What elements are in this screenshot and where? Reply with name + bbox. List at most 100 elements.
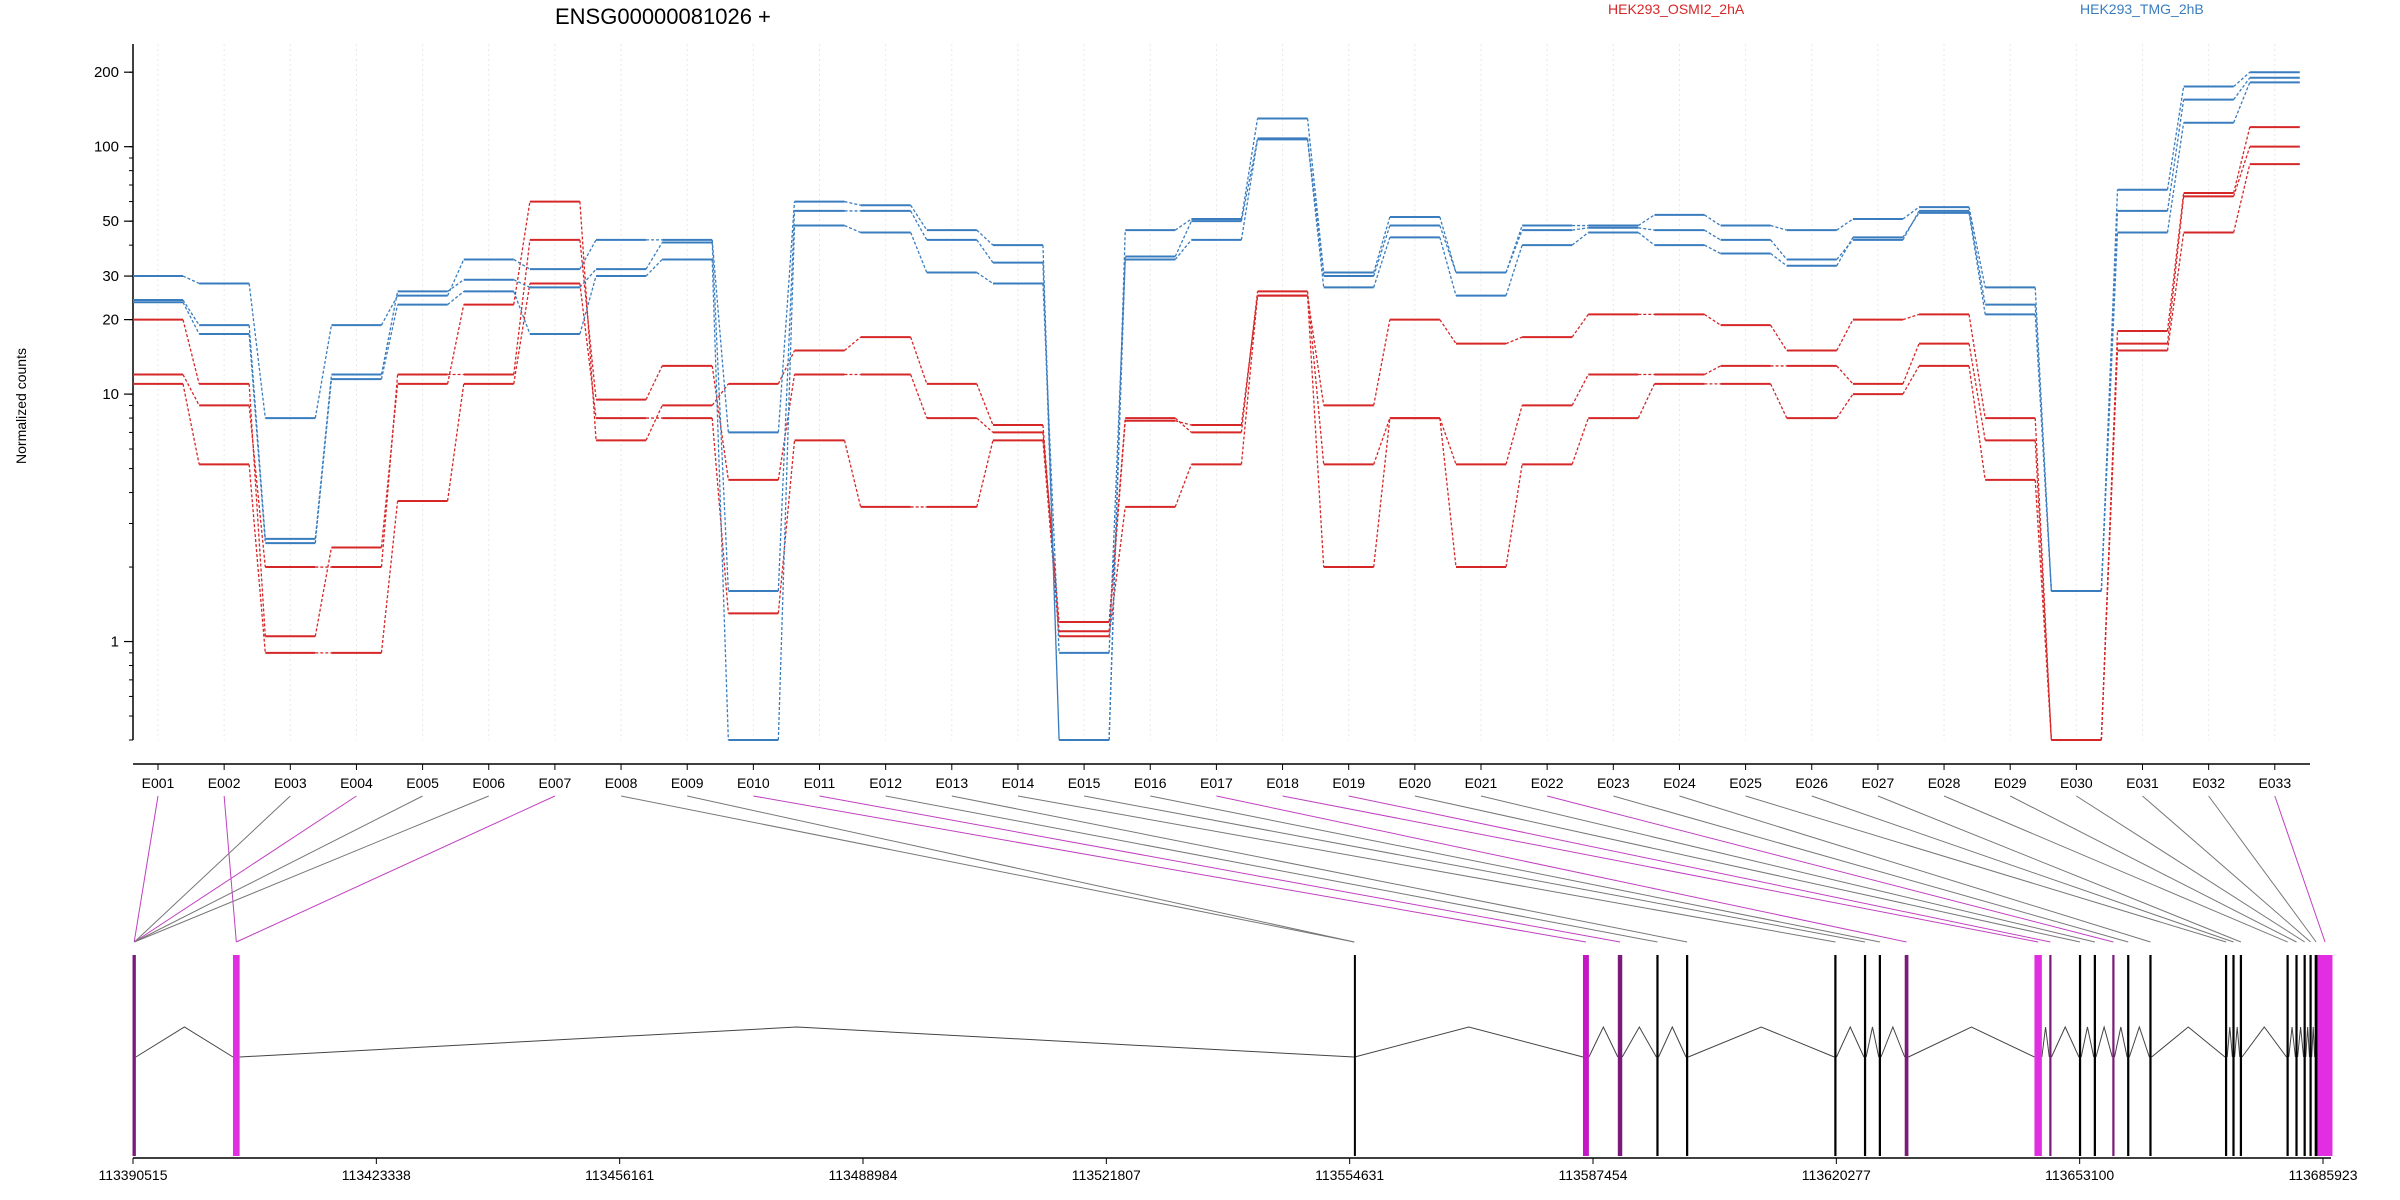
connector-e005: [134, 795, 423, 943]
series-connector: [1968, 206, 1986, 288]
connector-e018: [1282, 795, 2039, 943]
series-connector: [2233, 77, 2251, 100]
series-connector: [1373, 216, 1391, 273]
series-connector: [1505, 405, 1523, 465]
series-lines: [133, 71, 2300, 741]
connector-e027: [1877, 795, 2242, 943]
connector-e002: [223, 795, 237, 943]
intron-line: [1588, 1025, 1619, 1058]
series-connector: [182, 275, 200, 285]
series-connector: [513, 279, 531, 288]
series-connector: [1836, 393, 1854, 419]
x-tick-label-e021: E021: [1465, 775, 1498, 791]
legend-label-osmi2: HEK293_OSMI2_2hA: [1608, 1, 1745, 17]
intron-line: [2051, 1025, 2080, 1058]
y-tick-label-200: 200: [94, 64, 119, 81]
connector-e024: [1679, 795, 2151, 943]
intron-line: [1880, 1025, 1906, 1058]
x-tick-label-e009: E009: [671, 775, 704, 791]
series-connector: [1770, 383, 1788, 419]
series-connector: [579, 275, 597, 335]
x-tick-label-e028: E028: [1928, 775, 1961, 791]
series-connector: [1306, 139, 1325, 288]
series-connector: [843, 440, 862, 508]
series-connector: [777, 440, 796, 614]
series-connector: [1306, 295, 1325, 568]
intron-line: [2226, 1026, 2233, 1058]
x-tick-label-e005: E005: [406, 775, 439, 791]
series-connector: [380, 291, 399, 375]
x-tick-label-e032: E032: [2192, 775, 2225, 791]
series-connector: [2233, 126, 2251, 194]
series-connector: [182, 383, 200, 465]
genomic-tick-label: 113390515: [98, 1167, 167, 1183]
series-connector: [1902, 343, 1920, 385]
series-connector: [513, 291, 531, 335]
genomic-tick-label: 113620277: [1802, 1167, 1871, 1183]
series-connector: [1968, 365, 1986, 481]
intron-line: [1688, 1026, 1835, 1058]
series-connector: [1108, 259, 1126, 653]
intron-line: [2080, 1026, 2095, 1058]
y-tick-label-100: 100: [94, 139, 119, 156]
series-connector: [446, 383, 465, 502]
axes: 1 10 20 30 50 100 200 E001 E002 E003 E004 E005 E006 E…: [94, 44, 2310, 791]
exon-e022: [2112, 955, 2115, 1156]
series-connector: [2034, 314, 2052, 592]
series-connector: [1108, 506, 1126, 637]
y-tick-label-50: 50: [102, 213, 119, 230]
exon-e001: [132, 955, 136, 1156]
series-connector: [314, 379, 333, 544]
series-connector: [1505, 464, 1523, 568]
series-connector: [910, 210, 928, 241]
y-axis-label: Normalized counts: [13, 348, 29, 464]
x-tick-label-e019: E019: [1332, 775, 1365, 791]
series-connector: [1704, 244, 1721, 255]
exon-e026: [2232, 955, 2235, 1156]
series-connector: [1240, 291, 1259, 433]
series-connector: [1175, 420, 1192, 426]
x-tick-label-e007: E007: [539, 775, 572, 791]
series-connector: [1042, 432, 1060, 623]
series-connector: [844, 200, 861, 206]
x-tick-label-e017: E017: [1200, 775, 1233, 791]
x-tick-label-e016: E016: [1134, 775, 1167, 791]
x-tick-label-e033: E033: [2258, 775, 2291, 791]
intron-line: [1908, 1026, 2035, 1058]
series-connector: [2166, 122, 2185, 233]
series-connector: [976, 417, 994, 433]
series-connector: [1439, 237, 1457, 296]
series-connector: [2233, 71, 2251, 88]
series-connector: [1902, 313, 1920, 321]
x-tick-label-e004: E004: [340, 775, 373, 791]
x-tick-label-e006: E006: [472, 775, 505, 791]
y-tick-label-10: 10: [102, 386, 119, 403]
x-tick-label-e013: E013: [935, 775, 968, 791]
series-connector: [579, 283, 597, 419]
x-tick-label-e025: E025: [1729, 775, 1762, 791]
series-connector: [380, 374, 399, 568]
exon-e025: [2224, 955, 2228, 1156]
x-tick-label-e023: E023: [1597, 775, 1630, 791]
x-tick-label-e029: E029: [1994, 775, 2027, 791]
exon-e020: [2078, 955, 2082, 1156]
series-connector: [1770, 224, 1787, 231]
series-connector: [1968, 210, 1986, 305]
series-connector: [711, 259, 729, 741]
series-connector: [711, 383, 729, 406]
exon-e030: [2303, 955, 2306, 1156]
series-connector: [1439, 417, 1457, 465]
x-tick-label-e027: E027: [1862, 775, 1895, 791]
series-connector: [182, 374, 200, 406]
x-tick-label-e018: E018: [1266, 775, 1299, 791]
series-connector: [1571, 374, 1589, 406]
series-connector: [1439, 225, 1457, 273]
series-connector: [513, 283, 531, 384]
series-connector: [182, 301, 200, 335]
series-connector: [2166, 99, 2185, 212]
series-connector: [645, 242, 663, 270]
genomic-tick-label: 113521807: [1072, 1167, 1141, 1183]
series-connector: [380, 295, 399, 326]
series-connector: [182, 319, 200, 385]
series-connector: [2233, 82, 2251, 123]
